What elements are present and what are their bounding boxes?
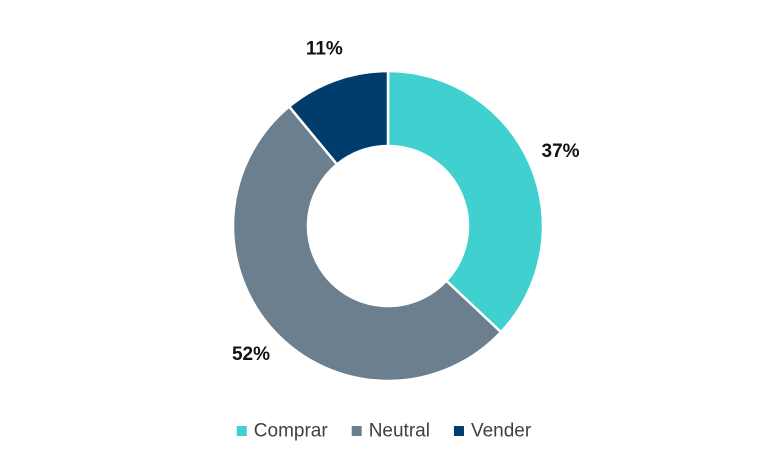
legend-item-vender: Vender	[453, 421, 532, 442]
slice-vender	[287, 69, 390, 166]
legend-label-comprar: Comprar	[254, 421, 329, 442]
legend-swatch-comprar	[236, 426, 247, 436]
legend-label-vender: Vender	[471, 421, 532, 442]
chart-legend: Comprar Neutral Vender	[236, 421, 532, 442]
slice-neutral	[231, 105, 503, 383]
legend-item-neutral: Neutral	[351, 421, 430, 442]
data-label-comprar: 37%	[542, 141, 580, 162]
legend-swatch-neutral	[351, 426, 362, 436]
legend-item-comprar: Comprar	[236, 421, 329, 442]
data-label-neutral: 52%	[232, 344, 270, 365]
slice-labels: 37% 52% 11%	[232, 39, 580, 366]
slice-comprar	[386, 69, 545, 334]
donut-slices	[231, 69, 545, 383]
data-label-vender: 11%	[306, 39, 343, 60]
legend-label-neutral: Neutral	[369, 421, 430, 442]
legend-swatch-vender	[453, 426, 464, 436]
